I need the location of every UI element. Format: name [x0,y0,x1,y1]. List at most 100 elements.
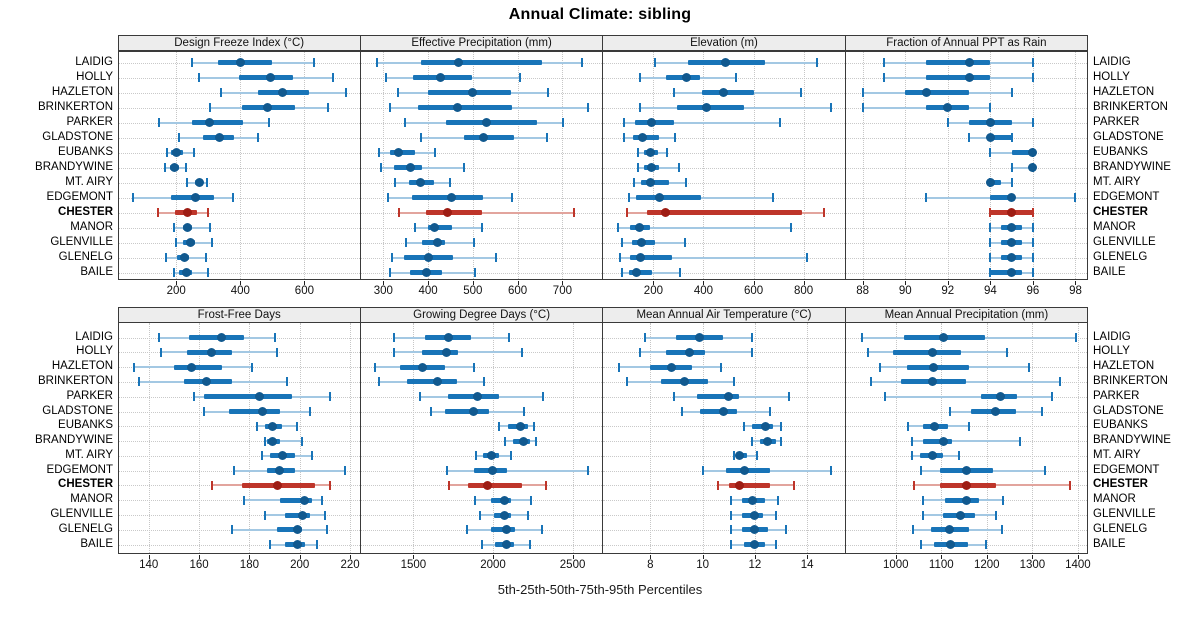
median-dot [638,133,648,143]
interval-cap [562,118,565,128]
page-title: Annual Climate: sibling [508,6,692,23]
x-tick [428,281,430,285]
station-label-left: MT. AIRY [65,448,113,461]
interval-cap [989,103,992,113]
station-label-right: GLENVILLE [1093,508,1156,520]
interval-cap [829,466,832,476]
x-tick-label: 200 [290,559,310,571]
gridline-v [562,52,564,279]
station-label-right: EUBANKS [1093,145,1148,158]
interval-cap [1031,268,1034,278]
interval-cap [483,377,486,387]
interval-25-75 [990,195,1012,201]
gridline-v [862,52,864,279]
station-label-left: CHESTER [58,478,113,491]
interval-cap [968,421,971,431]
x-tick [472,281,474,285]
gridline-h [845,137,1088,139]
median-dot [393,148,403,158]
interval-cap [210,480,213,490]
median-dot [171,148,181,158]
interval-25-75 [229,409,280,414]
x-tick-label: 1100 [928,559,954,571]
station-label-left: GLENELG [58,250,113,263]
station-label-left: PARKER [66,389,113,402]
x-tick [703,281,705,285]
station-label-right: LAIDIG [1093,55,1131,68]
interval-cap [132,362,135,372]
median-dot [482,480,492,490]
median-dot [961,495,971,505]
median-dot [215,133,224,143]
x-tick-label: 600 [294,285,314,297]
panel-1-1 [359,322,604,554]
x-tick-label: 180 [239,559,259,571]
interval-25-75 [238,75,294,81]
interval-cap [822,208,825,218]
interval-cap [732,451,735,461]
x-tick-label: 92 [941,285,955,297]
x-tick-label: 1400 [1065,559,1091,571]
median-dot [1007,268,1017,278]
interval-cap [1001,495,1004,505]
interval-cap [1031,118,1034,128]
interval-cap [268,118,271,128]
median-dot [961,480,971,490]
interval-cap [510,451,513,461]
x-tick [862,281,864,285]
panel-title: Mean Annual Air Temperature (°C) [636,309,812,321]
interval-cap [1010,163,1013,173]
interval-cap [922,510,925,520]
station-label-right: BRANDYWINE [1093,160,1171,173]
station-label-left: CHESTER [58,205,113,218]
station-label-left: HOLLY [76,70,113,83]
panel-strip: Elevation (m) [602,35,846,51]
interval-cap [743,421,746,431]
interval-cap [677,163,680,173]
median-dot [272,480,282,490]
station-label-left: HAZLETON [51,360,113,373]
median-dot [946,540,956,549]
gridline-h [118,197,360,199]
median-dot [961,466,971,476]
median-dot [718,407,728,416]
gridline-h [118,152,360,154]
median-dot [684,347,694,357]
gridline-v [1075,52,1077,279]
interval-25-75 [647,210,803,216]
x-tick [1032,281,1034,285]
interval-cap [429,407,432,416]
gridline-h [360,182,603,184]
station-label-left: GLADSTONE [42,130,113,143]
interval-cap [719,362,722,372]
gridline-v [650,323,652,553]
median-dot [187,362,196,372]
interval-cap [1019,436,1022,446]
interval-25-75 [906,364,969,370]
gridline-h [118,455,360,457]
x-tick [1077,555,1079,559]
median-dot [995,392,1005,402]
gridline-v [472,52,474,279]
interval-cap [184,163,187,173]
gridline-h [603,137,845,139]
interval-cap [774,540,777,549]
gridline-v [990,52,992,279]
interval-cap [546,88,549,98]
interval-5-95 [990,181,1012,184]
median-dot [277,451,287,461]
median-dot [956,510,966,520]
gridline-v [947,52,949,279]
x-tick [240,281,242,285]
interval-cap [473,268,476,278]
interval-5-95 [623,121,780,124]
station-label-right: MT. AIRY [1093,175,1141,188]
interval-25-75 [173,364,222,370]
median-dot [418,362,428,372]
median-dot [255,392,264,402]
median-dot [472,392,482,402]
median-dot [300,495,310,505]
x-axis: 200 400 600 800 [602,281,844,301]
gridline-h [118,272,360,274]
